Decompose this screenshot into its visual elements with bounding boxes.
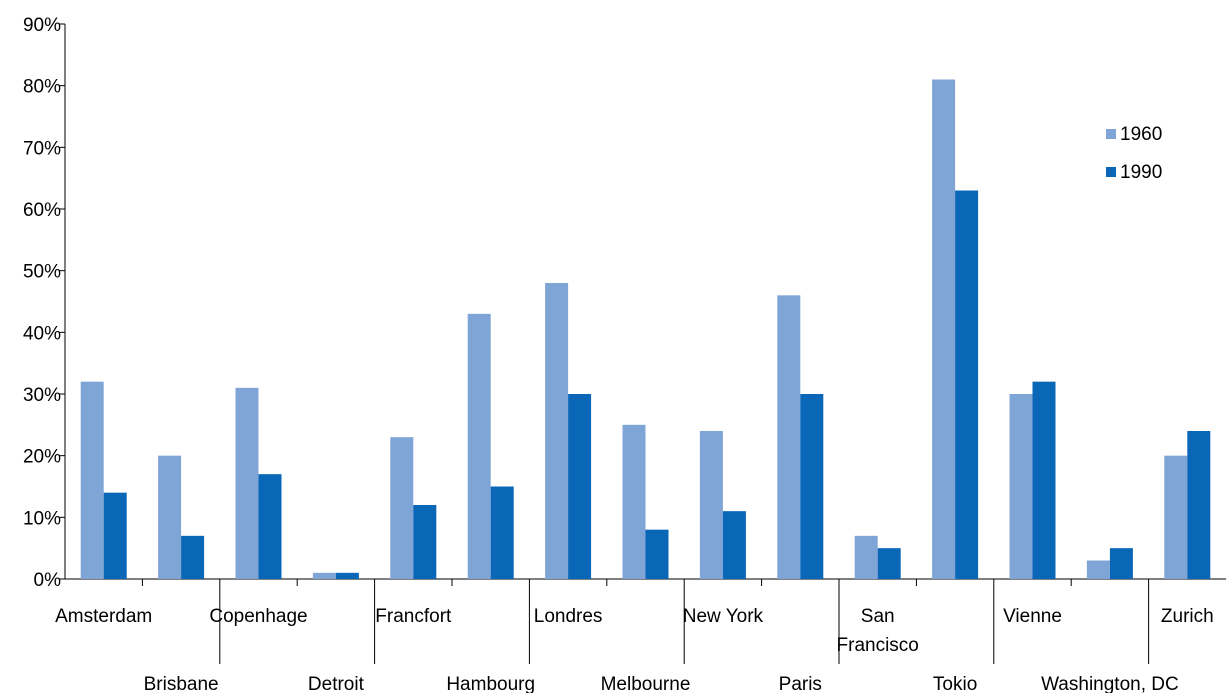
x-tick-label: Melbourne xyxy=(601,674,691,693)
y-tick-label: 20% xyxy=(23,447,61,468)
x-tick-label: Copenhage xyxy=(209,606,307,627)
bar-1990-vienne xyxy=(1032,381,1056,579)
legend-swatch-1990 xyxy=(1106,167,1116,177)
bar-1990-brisbane xyxy=(181,535,205,579)
y-tick-label: 0% xyxy=(34,570,62,591)
bar-1960-francfort xyxy=(390,437,414,579)
y-tick-label: 90% xyxy=(23,15,61,36)
bar-1960-detroit xyxy=(312,572,336,579)
x-tick-label: Francisco xyxy=(837,635,919,656)
x-tick-label: Washington, DC xyxy=(1041,674,1179,693)
y-tick-label: 10% xyxy=(23,508,61,529)
x-tick-label: Paris xyxy=(779,674,822,693)
y-tick-label: 40% xyxy=(23,323,61,344)
x-tick-label: Francfort xyxy=(375,606,452,627)
x-axis: Amsterdam Brisbane Copenhage Detroit Francfo… xyxy=(55,578,1226,693)
bars xyxy=(80,79,1211,579)
bar-1960-san-francisco xyxy=(854,535,878,579)
bar-1990-paris xyxy=(800,394,824,579)
bar-1990-francfort xyxy=(413,505,437,579)
bar-1960-copenhage xyxy=(235,387,259,579)
y-tick-label: 30% xyxy=(23,385,61,406)
bar-1990-copenhage xyxy=(258,474,282,579)
bar-1990-zurich xyxy=(1187,431,1211,579)
x-tick-label: Vienne xyxy=(1003,606,1062,627)
x-tick-label: Amsterdam xyxy=(55,606,152,627)
legend-label-1990: 1990 xyxy=(1120,162,1162,183)
bar-1960-zurich xyxy=(1164,455,1188,579)
bar-1960-hambourg xyxy=(467,313,491,579)
bar-1960-tokio xyxy=(932,79,956,579)
x-tick-label: San xyxy=(861,606,895,627)
legend-label-1960: 1960 xyxy=(1120,124,1162,145)
x-tick-label: Brisbane xyxy=(144,674,219,693)
x-tick-label: Zurich xyxy=(1161,606,1214,627)
x-tick-label: New York xyxy=(683,606,764,627)
bar-1990-tokio xyxy=(955,190,979,579)
legend: 1960 1990 xyxy=(1106,124,1162,183)
bar-1960-paris xyxy=(777,295,801,579)
bar-1990-washington-dc xyxy=(1109,548,1133,579)
bar-1960-melbourne xyxy=(622,424,646,579)
x-tick-label: Detroit xyxy=(308,674,365,693)
bar-1960-washington-dc xyxy=(1086,560,1110,579)
x-tick-label: Londres xyxy=(534,606,603,627)
y-tick-label: 70% xyxy=(23,138,61,159)
y-tick-label: 60% xyxy=(23,200,61,221)
y-tick-label: 80% xyxy=(23,77,61,98)
y-axis: 0% 10% 20% 30% 40% 50% 60% 70% 80% 90% xyxy=(23,15,66,591)
bar-1990-san-francisco xyxy=(877,548,901,579)
bar-1960-amsterdam xyxy=(80,381,104,579)
bar-1960-londres xyxy=(545,283,569,579)
y-tick-label: 50% xyxy=(23,262,61,283)
bar-1960-brisbane xyxy=(158,455,182,579)
bar-1990-detroit xyxy=(335,572,359,579)
bar-1960-vienne xyxy=(1009,394,1033,579)
x-tick-label: Tokio xyxy=(933,674,977,693)
x-tick-label: Hambourg xyxy=(446,674,535,693)
legend-swatch-1960 xyxy=(1106,129,1116,139)
bar-1990-amsterdam xyxy=(103,492,127,579)
bar-1990-londres xyxy=(568,394,592,579)
bar-1990-melbourne xyxy=(645,529,669,579)
bar-1990-hambourg xyxy=(490,486,514,579)
bar-1960-new-york xyxy=(699,431,723,579)
bar-1990-new-york xyxy=(722,511,746,579)
